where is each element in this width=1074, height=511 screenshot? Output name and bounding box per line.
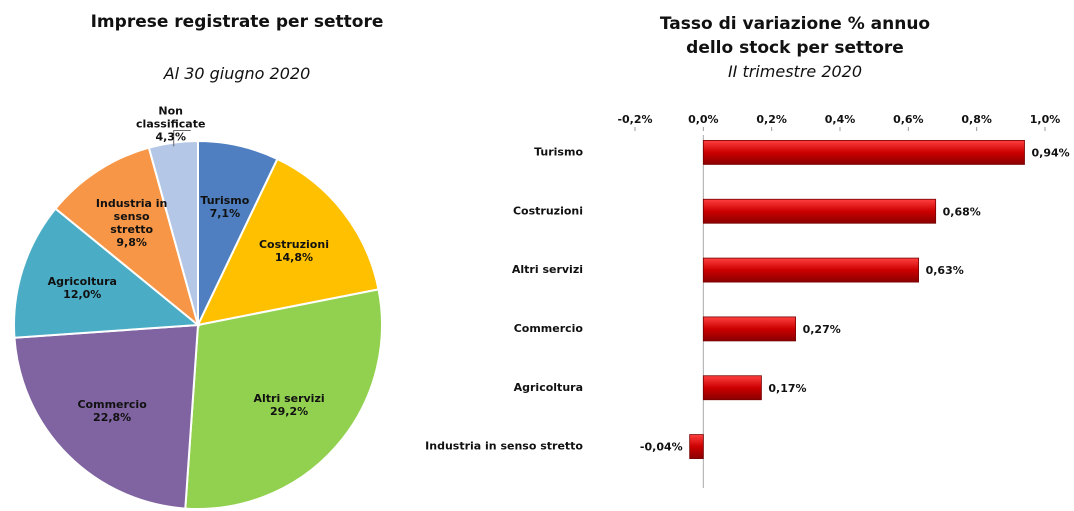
bar [702, 140, 1025, 165]
data-label: 0,27% [803, 323, 841, 336]
bar [702, 316, 796, 342]
y-tick-label: Commercio [514, 322, 584, 335]
x-tick-label: 0,8% [961, 113, 992, 126]
pie-slice [13, 323, 200, 510]
pie-label-value: 14,8% [274, 250, 314, 264]
x-tick-label: 0,2% [756, 113, 787, 126]
pie-label-name: Costruzioni [258, 237, 329, 251]
leader-line [173, 129, 191, 147]
pie-label-value: 9,8% [116, 236, 147, 250]
data-label: 0,94% [1032, 146, 1070, 159]
pie-label-name: Commercio [77, 397, 147, 411]
data-label: 0,17% [768, 382, 806, 395]
pie-label-value: 29,2% [269, 405, 309, 419]
pie-label: Industria in senso stretto 9,8% [92, 197, 172, 249]
pie-label-name: Altri servizi [253, 392, 325, 406]
bar [702, 198, 937, 224]
pie-slice [13, 207, 201, 339]
pie-label-value: 22,8% [93, 410, 132, 424]
data-label: 0,63% [926, 264, 964, 277]
pie-label-name: Turismo [200, 193, 250, 207]
pie-label-name: Non classificate [136, 104, 206, 131]
pie-title: Imprese registrate per settore [90, 12, 384, 32]
pie-slice [184, 288, 383, 510]
pie-label-name: Agricoltura [47, 275, 117, 289]
bar-title: Tasso di variazione % annuo dello stock … [659, 14, 931, 58]
pie-label: Non classificate 4,3% [131, 105, 211, 144]
bar [702, 257, 919, 283]
pie-label-value: 7,1% [209, 206, 241, 220]
pie-label: Altri servizi 29,2% [254, 392, 325, 418]
pie-subtitle: Al 30 giugno 2020 [163, 64, 311, 83]
x-tick-label: 0,6% [893, 113, 924, 126]
y-tick-label: Agricoltura [514, 381, 583, 394]
y-tick-label: Altri servizi [512, 263, 583, 276]
pie-label-value: 12,0% [63, 288, 102, 302]
data-label: -0,04% [640, 441, 683, 454]
bar [689, 434, 704, 459]
x-tick-label: 0,4% [825, 113, 856, 126]
bar-subtitle: II trimestre 2020 [727, 62, 863, 81]
pie-label: Turismo 7,1% [200, 194, 249, 220]
y-tick-label: Industria in senso stretto [425, 440, 583, 453]
pie-label: Costruzioni 14,8% [259, 238, 329, 264]
data-label: 0,68% [943, 205, 981, 218]
pie-slice [196, 157, 380, 327]
pie-label: Commercio 22,8% [77, 398, 146, 424]
y-tick-label: Turismo [534, 145, 583, 158]
pie-label: Agricoltura 12,0% [48, 275, 117, 301]
bar [702, 375, 762, 401]
pie-label-name: Industria in senso stretto [95, 197, 168, 237]
pie-slice [54, 146, 200, 328]
pie-label-value: 4,3% [155, 130, 186, 144]
y-tick-label: Costruzioni [513, 204, 583, 217]
x-tick-label: 0,0% [688, 113, 719, 126]
x-tick-label: -0,2% [617, 113, 652, 126]
x-tick-label: 1,0% [1030, 113, 1061, 126]
